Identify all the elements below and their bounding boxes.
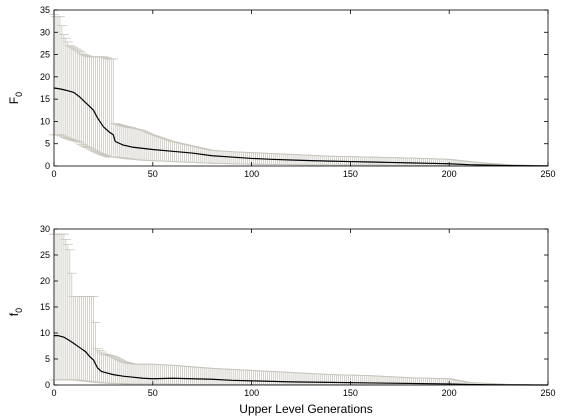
y-axis-label-main: f (7, 312, 21, 316)
x-tick-label: 50 (148, 388, 158, 398)
y-tick-label: 15 (40, 302, 50, 312)
x-tick-label: 0 (51, 169, 56, 179)
range-bars (49, 233, 532, 386)
y-tick-label: 20 (40, 72, 50, 82)
x-tick-label: 100 (244, 169, 259, 179)
x-tick-label: 150 (343, 388, 358, 398)
y-axis-label: F0 (7, 92, 24, 104)
x-tick-label: 150 (343, 169, 358, 179)
y-tick-label: 5 (45, 139, 50, 149)
y-tick-label: 15 (40, 94, 50, 104)
mean-line (54, 335, 549, 386)
y-tick-label: 20 (40, 276, 50, 286)
y-tick-label: 0 (45, 161, 50, 171)
x-tick-label: 250 (540, 388, 555, 398)
x-tick-label: 100 (244, 388, 259, 398)
y-tick-label: 30 (40, 27, 50, 37)
x-tick-label: 250 (540, 169, 555, 179)
axes-box (53, 9, 549, 167)
y-axis-label: f0 (7, 308, 24, 316)
y-axis-label-main: F (7, 97, 21, 104)
y-tick-label: 30 (40, 224, 50, 234)
y-tick-label: 25 (40, 250, 50, 260)
mean-line (53, 87, 549, 167)
x-tick-label: 0 (51, 388, 56, 398)
y-tick-label: 10 (40, 116, 50, 126)
x-tick-label: 200 (442, 388, 457, 398)
x-tick-label: 50 (148, 169, 158, 179)
x-tick-label: 200 (442, 169, 457, 179)
y-tick-label: 25 (40, 50, 50, 60)
x-axis-label: Upper Level Generations (239, 402, 372, 416)
range-bars (49, 14, 532, 167)
y-axis-label-sub: 0 (14, 308, 24, 313)
y-tick-label: 10 (40, 328, 50, 338)
y-tick-label: 35 (40, 5, 50, 15)
y-axis-label-sub: 0 (14, 92, 24, 97)
y-tick-label: 5 (45, 354, 50, 364)
y-tick-label: 0 (45, 380, 50, 390)
